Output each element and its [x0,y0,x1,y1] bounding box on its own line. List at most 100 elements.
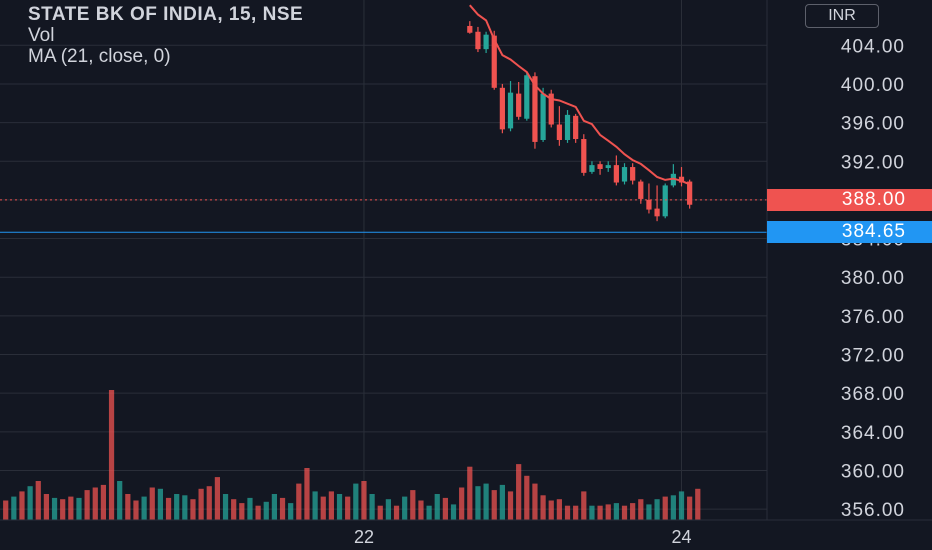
volume-bar [540,495,546,520]
volume-bar [670,495,676,520]
volume-bar [630,503,636,520]
volume-bar [117,481,123,520]
candle-body [613,165,619,183]
volume-bar [76,497,82,520]
volume-bar [459,487,465,520]
volume-bar [597,505,603,520]
volume-bar [100,484,107,520]
volume-bar [377,505,383,520]
volume-bar [654,499,660,520]
volume-bar [198,488,204,520]
candle-body [654,208,660,217]
volume-bar [410,490,416,520]
volume-bar [320,496,326,520]
volume-bar [483,483,489,520]
volume-bar [532,483,538,520]
candle-body [499,87,505,130]
candle-body [638,181,644,199]
volume-bar [345,496,351,520]
volume-bar [255,505,261,520]
volume-bar [695,488,701,520]
volume-bar [288,503,294,520]
volume-bar [231,499,237,520]
volume-bar [589,505,595,520]
volume-bar [581,491,587,520]
candle-body [678,176,685,183]
candle-body [573,115,579,140]
chart-legend: STATE BK OF INDIA, 15, NSE Vol MA (21, c… [28,4,303,67]
volume-bar [418,500,424,520]
volume-bar [613,503,619,520]
volume-bar [605,504,611,520]
volume-bar [68,496,74,520]
volume-bar [516,464,522,520]
volume-bar [491,490,497,520]
candle-body [581,139,587,173]
price-axis-label: 364.00 [841,423,905,444]
volume-bar [336,494,343,520]
volume-bar [296,483,302,520]
ma-legend-label[interactable]: MA (21, close, 0) [28,46,171,67]
volume-bar [573,505,579,520]
volume-bar [467,466,473,520]
volume-bar [92,487,98,520]
volume-bar [157,488,164,520]
volume-bar [507,491,514,520]
horizontal-line-price-tag[interactable]: 384.65 [767,221,932,244]
volume-bar [263,501,269,520]
volume-bar [369,494,375,520]
candle-body [687,181,693,205]
price-axis-label: 372.00 [841,346,905,367]
volume-bar [84,490,90,520]
price-axis-label: 356.00 [841,500,905,521]
volume-bar [149,487,155,520]
volume-bar [564,505,571,520]
currency-badge[interactable]: INR [805,4,879,28]
candle-body [524,75,530,119]
volume-bar [450,504,457,520]
volume-bar [638,499,644,520]
volume-bar [402,496,408,520]
volume-bar [393,505,400,520]
price-axis-label: 360.00 [841,461,905,482]
volume-bar [206,486,212,520]
candle-body [605,165,611,169]
volume-bar [51,497,58,520]
volume-bar [19,491,25,520]
volume-bar [239,503,245,520]
volume-bar [304,468,310,520]
candle-body [646,199,652,210]
candle-body [630,167,636,181]
time-axis-label: 22 [354,527,374,547]
volume-bar [678,491,685,520]
volume-bar [11,496,17,520]
candle-body [491,35,497,88]
price-axis-label: 380.00 [841,268,905,289]
volume-bar [174,494,180,520]
candle-body [516,93,522,117]
volume-bar [385,499,391,520]
volume-legend-label[interactable]: Vol [28,25,55,46]
volume-bar [434,494,440,520]
candle-body [589,165,595,172]
volume-bar [312,491,318,520]
volume-bar [133,500,139,520]
volume-bar [190,499,196,520]
volume-bar [3,500,9,520]
volume-bar [60,499,66,520]
moving-average-line [469,4,690,186]
candle-body [597,164,603,169]
candle-body [621,167,628,182]
volume-bar [621,505,628,520]
volume-bar [165,497,172,520]
symbol-title[interactable]: STATE BK OF INDIA, 15, NSE [28,4,304,25]
candle-body [564,114,571,140]
candle-body [556,124,562,140]
price-axis-label: 376.00 [841,307,905,328]
volume-bar [222,494,229,520]
volume-bar [548,500,554,520]
volume-bar [328,491,334,520]
